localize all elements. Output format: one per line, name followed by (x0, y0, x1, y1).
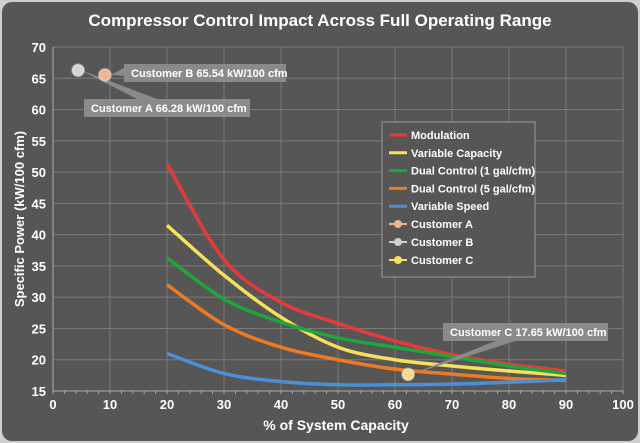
x-tick-label: 50 (331, 397, 345, 412)
legend-label: Dual Control (5 gal/cfm) (411, 183, 535, 195)
data-point-customer-b (97, 67, 112, 82)
x-axis-label: % of System Capacity (263, 417, 409, 433)
y-tick-label: 45 (32, 196, 46, 211)
legend-label: Customer B (411, 237, 473, 249)
x-tick-label: 80 (502, 397, 516, 412)
y-tick-label: 50 (32, 165, 46, 180)
callout-pointer (110, 68, 124, 76)
data-point-customer-a (71, 63, 86, 78)
x-tick-label: 90 (559, 397, 573, 412)
x-tick-label: 70 (445, 397, 459, 412)
x-tick-label: 0 (49, 397, 56, 412)
callout-box (443, 323, 608, 341)
legend-label: Customer C (411, 255, 473, 267)
axes: 0 10 20 30 40 50 60 70 80 90 100 15 20 25 30 35 40 45 50 55… (32, 40, 634, 412)
y-tick-label: 55 (32, 134, 46, 149)
series-line-variable-capacity (165, 223, 567, 378)
y-tick-label: 15 (32, 384, 46, 399)
y-tick-label: 35 (32, 259, 46, 274)
y-tick-label: 30 (32, 290, 46, 305)
callout-box (124, 64, 286, 82)
x-tick-label: 40 (274, 397, 288, 412)
callout-box (84, 99, 250, 117)
series-line-modulation (165, 163, 567, 373)
legend-marker (394, 238, 402, 246)
legend-label: Modulation (411, 130, 470, 142)
y-tick-label: 65 (32, 71, 46, 86)
series-line-dual-control-1-gal-cfm- (165, 256, 567, 376)
callout-label: Customer B 65.54 kW/100 cfm (131, 68, 288, 80)
chart-title: Compressor Control Impact Across Full Op… (88, 11, 551, 30)
legend-label: Customer A (411, 219, 473, 231)
callouts: Customer A 66.28 kW/100 cfm Customer B 65… (71, 63, 608, 382)
x-tick-label: 100 (612, 397, 634, 412)
x-tick-label: 10 (103, 397, 117, 412)
legend-box (381, 121, 536, 278)
callout-label: Customer A 66.28 kW/100 cfm (91, 103, 247, 115)
callout-pointer (411, 341, 516, 375)
legend-marker (394, 256, 402, 264)
y-tick-label: 40 (32, 228, 46, 243)
series-line-variable-speed (166, 351, 567, 387)
legend-label: Dual Control (1 gal/cfm) (411, 166, 535, 178)
y-tick-label: 20 (32, 353, 46, 368)
legend-label: Variable Speed (411, 201, 489, 213)
legend-label: Variable Capacity (411, 148, 503, 160)
callout-label: Customer C 17.65 kW/100 cfm (450, 327, 607, 339)
y-tick-label: 25 (32, 321, 46, 336)
legend: Modulation Variable Capacity Dual Control … (381, 121, 536, 278)
legend-marker (394, 220, 402, 228)
x-tick-label: 60 (388, 397, 402, 412)
data-point-customer-c (401, 367, 416, 382)
y-axis-label: Specific Power (kW/100 cfm) (12, 131, 27, 307)
y-tick-label: 60 (32, 103, 46, 118)
series-lines (165, 163, 567, 387)
x-tick-label: 30 (217, 397, 231, 412)
x-tick-label: 20 (160, 397, 174, 412)
series-line-dual-control-5-gal-cfm- (165, 283, 567, 383)
y-tick-label: 70 (32, 40, 46, 55)
